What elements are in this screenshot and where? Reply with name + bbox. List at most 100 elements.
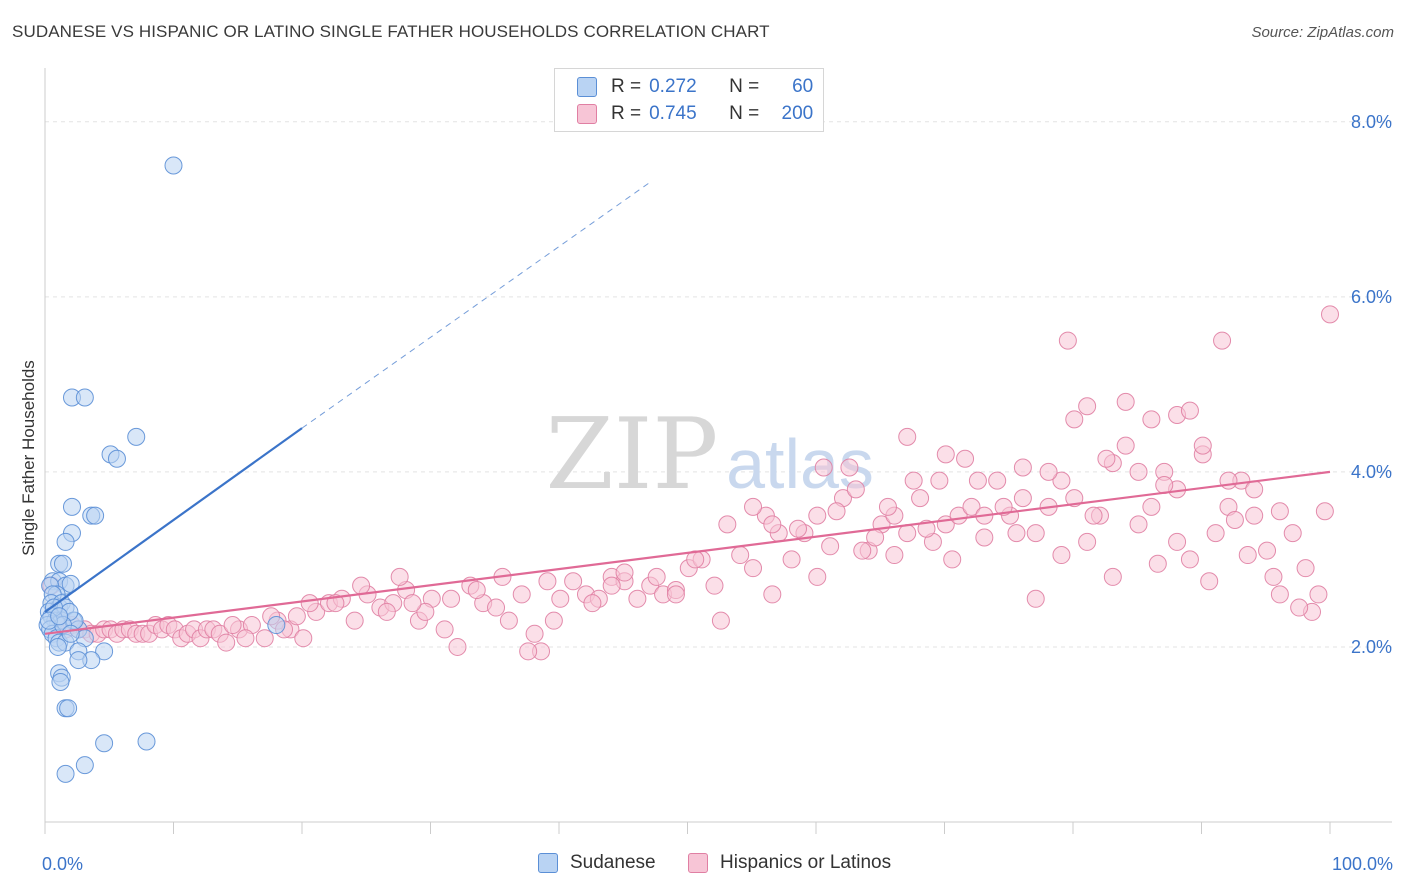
hispanic-point[interactable] [403,594,422,613]
hispanic-point[interactable] [917,519,936,538]
hispanic-point[interactable] [564,572,583,591]
hispanic-point[interactable] [583,594,602,613]
hispanic-point[interactable] [1148,554,1167,573]
hispanic-point[interactable] [1058,331,1077,350]
hispanic-point[interactable] [1270,502,1289,521]
hispanic-point[interactable] [1052,546,1071,565]
hispanic-point[interactable] [1245,506,1264,525]
hispanic-point[interactable] [731,546,750,565]
sudanese-point[interactable] [48,637,67,656]
series-legend-sudanese[interactable]: Sudanese [538,852,656,874]
hispanic-point[interactable] [487,598,506,617]
hispanic-point[interactable] [512,585,531,604]
hispanic-point[interactable] [878,497,897,516]
hispanic-point[interactable] [1116,392,1135,411]
sudanese-point[interactable] [75,388,94,407]
hispanic-point[interactable] [294,629,313,648]
hispanic-point[interactable] [904,471,923,490]
hispanic-point[interactable] [602,576,621,595]
hispanic-point[interactable] [1052,471,1071,490]
hispanic-point[interactable] [647,567,666,586]
hispanic-point[interactable] [853,541,872,560]
sudanese-point[interactable] [137,732,156,751]
hispanic-point[interactable] [782,550,801,569]
hispanic-point[interactable] [442,589,461,608]
hispanic-point[interactable] [1103,567,1122,586]
hispanic-point[interactable] [1168,532,1187,551]
hispanic-point[interactable] [1283,524,1302,543]
hispanic-point[interactable] [1258,541,1277,560]
sudanese-point[interactable] [95,734,114,753]
hispanic-point[interactable] [326,594,345,613]
hispanic-point[interactable] [994,497,1013,516]
hispanic-point[interactable] [821,537,840,556]
sudanese-point[interactable] [62,497,81,516]
hispanic-point[interactable] [1013,458,1032,477]
hispanic-point[interactable] [223,616,242,635]
sudanese-point[interactable] [56,764,75,783]
hispanic-point[interactable] [525,624,544,643]
sudanese-point[interactable] [69,651,88,670]
hispanic-point[interactable] [1097,449,1116,468]
hispanic-point[interactable] [628,589,647,608]
hispanic-point[interactable] [1078,397,1097,416]
hispanic-point[interactable] [1065,410,1084,429]
hispanic-point[interactable] [1290,598,1309,617]
hispanic-point[interactable] [1007,524,1026,543]
sudanese-point[interactable] [50,607,69,626]
hispanic-point[interactable] [1264,567,1283,586]
sudanese-point[interactable] [59,699,78,718]
hispanic-point[interactable] [1180,550,1199,569]
hispanic-point[interactable] [499,611,518,630]
hispanic-point[interactable] [1116,436,1135,455]
hispanic-point[interactable] [1142,497,1161,516]
hispanic-point[interactable] [936,445,955,464]
hispanic-point[interactable] [898,427,917,446]
hispanic-point[interactable] [1026,589,1045,608]
hispanic-point[interactable] [1065,489,1084,508]
hispanic-point[interactable] [519,642,538,661]
hispanic-point[interactable] [763,515,782,534]
sudanese-point[interactable] [127,427,146,446]
hispanic-point[interactable] [711,611,730,630]
hispanic-point[interactable] [1129,462,1148,481]
hispanic-point[interactable] [236,629,255,648]
hispanic-point[interactable] [1129,515,1148,534]
hispanic-point[interactable] [448,637,467,656]
hispanic-point[interactable] [1238,546,1257,565]
hispanic-point[interactable] [551,589,570,608]
hispanic-point[interactable] [1026,524,1045,543]
sudanese-point[interactable] [53,554,72,573]
hispanic-point[interactable] [416,602,435,621]
hispanic-point[interactable] [1315,502,1334,521]
hispanic-point[interactable] [390,567,409,586]
hispanic-point[interactable] [1013,489,1032,508]
hispanic-point[interactable] [943,550,962,569]
hispanic-point[interactable] [846,480,865,499]
hispanic-point[interactable] [744,559,763,578]
hispanic-point[interactable] [1219,471,1238,490]
hispanic-point[interactable] [1225,511,1244,530]
hispanic-point[interactable] [1200,572,1219,591]
hispanic-point[interactable] [814,458,833,477]
hispanic-point[interactable] [1206,524,1225,543]
hispanic-point[interactable] [467,581,486,600]
hispanic-point[interactable] [217,633,236,652]
hispanic-point[interactable] [1296,559,1315,578]
hispanic-point[interactable] [718,515,737,534]
hispanic-point[interactable] [808,567,827,586]
sudanese-point[interactable] [56,532,75,551]
hispanic-point[interactable] [763,585,782,604]
hispanic-point[interactable] [1180,401,1199,420]
hispanic-point[interactable] [1039,462,1058,481]
hispanic-point[interactable] [898,524,917,543]
hispanic-point[interactable] [1245,480,1264,499]
hispanic-point[interactable] [1309,585,1328,604]
hispanic-point[interactable] [789,519,808,538]
series-legend-hispanic[interactable]: Hispanics or Latinos [688,852,891,874]
hispanic-point[interactable] [968,471,987,490]
sudanese-point[interactable] [164,156,183,175]
sudanese-point[interactable] [95,642,114,661]
hispanic-point[interactable] [911,489,930,508]
hispanic-point[interactable] [666,585,685,604]
